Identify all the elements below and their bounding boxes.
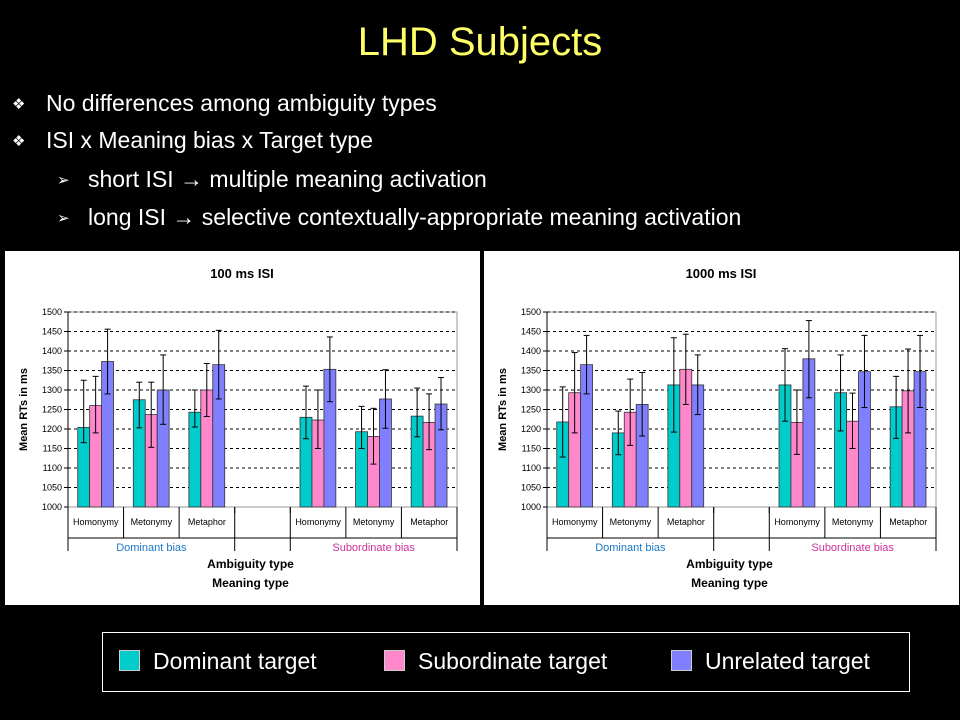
group-label: Dominant bias [116,542,187,554]
y-tick-label: 1250 [521,405,541,415]
category-label: Metonymy [610,517,652,527]
y-tick-label: 1500 [42,307,62,317]
category-label: Metonymy [832,517,874,527]
diamond-bullet-icon: ❖ [12,133,26,150]
category-label: Homonymy [73,517,119,527]
sub-bullet-1-text: short ISI → multiple meaning activation [88,166,487,192]
chart-title: 100 ms ISI [210,266,274,281]
category-label: Homonymy [774,517,820,527]
category-label: Metaphor [889,517,927,527]
x-axis-label: Meaning type [691,576,768,590]
category-label: Metaphor [410,517,448,527]
legend-label-unrelated: Unrelated target [705,648,870,674]
bullet-2-text: ISI x Meaning bias x Target type [46,127,373,153]
category-label: Homonymy [295,517,341,527]
category-label: Homonymy [552,517,598,527]
y-tick-label: 1200 [521,424,541,434]
slide-title: LHD Subjects [357,20,603,64]
y-tick-label: 1250 [42,405,62,415]
y-tick-label: 1300 [521,385,541,395]
y-tick-label: 1050 [42,483,62,493]
y-tick-label: 1450 [42,327,62,337]
chart-1000ms: 1000 ms ISI 1000 1050 1100 1150 1200 1250 1300 1… [497,266,937,590]
x-axis-label: Ambiguity type [207,557,294,571]
legend-label-subordinate: Subordinate target [418,648,608,674]
y-tick-label: 1150 [522,444,541,454]
y-tick-label: 1100 [43,463,62,473]
group-label: Dominant bias [595,542,666,554]
y-axis-label: Mean RTs in ms [497,368,509,451]
arrow-bullet-icon: ➢ [57,172,70,189]
sub-bullet-2-text: long ISI → selective contextually-approp… [88,204,742,230]
legend: Dominant target Subordinate target Unrel… [102,632,910,692]
y-tick-label: 1150 [43,444,62,454]
y-tick-label: 1350 [42,366,62,376]
y-tick-label: 1200 [42,424,62,434]
y-tick-label: 1000 [42,502,62,512]
y-axis-label: Mean RTs in ms [18,368,30,451]
group-label: Subordinate bias [332,542,415,554]
category-label: Metonymy [353,517,395,527]
chart-panel-100ms: 100 ms ISI 1000 1050 1100 1150 1200 1250 1300 13… [5,251,480,605]
chart-100ms: 100 ms ISI 1000 1050 1100 1150 1200 1250 1300 13… [18,266,458,590]
bullet-1-text: No differences among ambiguity types [46,90,437,116]
y-tick-label: 1400 [521,346,541,356]
legend-label-dominant: Dominant target [153,648,317,674]
legend-swatch-dominant [119,650,140,671]
legend-swatch-unrelated [671,650,692,671]
chart-panel-1000ms: 1000 ms ISI 1000 1050 1100 1150 1200 1250 1300 1… [484,251,959,605]
y-tick-label: 1050 [521,483,541,493]
chart-title: 1000 ms ISI [686,266,757,281]
y-tick-label: 1450 [521,327,541,337]
group-label: Subordinate bias [811,542,894,554]
diamond-bullet-icon: ❖ [12,96,26,113]
arrow-bullet-icon: ➢ [57,210,70,227]
category-label: Metaphor [667,517,705,527]
y-tick-label: 1350 [521,366,541,376]
legend-swatch-subordinate [384,650,405,671]
y-tick-label: 1500 [521,307,541,317]
y-tick-label: 1000 [521,502,541,512]
y-tick-label: 1100 [522,463,541,473]
category-label: Metonymy [131,517,173,527]
x-axis-label: Ambiguity type [686,557,773,571]
category-label: Metaphor [188,517,226,527]
y-tick-label: 1300 [42,385,62,395]
y-tick-label: 1400 [42,346,62,356]
x-axis-label: Meaning type [212,576,289,590]
